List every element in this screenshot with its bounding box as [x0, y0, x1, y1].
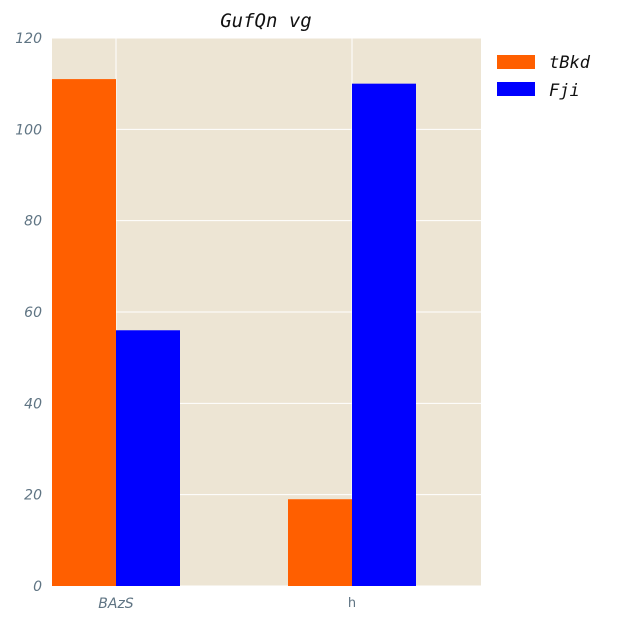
y-tick-label-6: 120	[15, 31, 42, 47]
legend-label-1: Fji	[549, 81, 580, 101]
x-tick-label-1: h	[348, 596, 356, 611]
y-tick-label-2: 40	[24, 396, 42, 412]
y-tick-label-5: 100	[15, 122, 42, 138]
x-tick-label-0: BAzS	[98, 596, 134, 612]
x-axis-ticks: BAzS h	[98, 596, 356, 612]
chart-title: GufQn vg	[220, 10, 312, 32]
legend-label-0: tBkd	[549, 53, 591, 73]
bar-Fji-BAzS	[116, 330, 180, 586]
y-axis-ticks: 0 20 40 60 80 100 120	[15, 31, 42, 595]
legend-swatch-1	[497, 82, 535, 96]
y-tick-label-0: 0	[33, 579, 42, 595]
legend: tBkd Fji	[497, 53, 591, 101]
y-tick-label-4: 80	[24, 214, 42, 230]
y-tick-label-1: 20	[24, 488, 42, 504]
legend-swatch-0	[497, 55, 535, 69]
y-tick-label-3: 60	[24, 305, 42, 321]
bar-tBkd-h	[288, 499, 352, 586]
bar-Fji-h	[352, 84, 416, 586]
bar-tBkd-BAzS	[52, 79, 116, 586]
